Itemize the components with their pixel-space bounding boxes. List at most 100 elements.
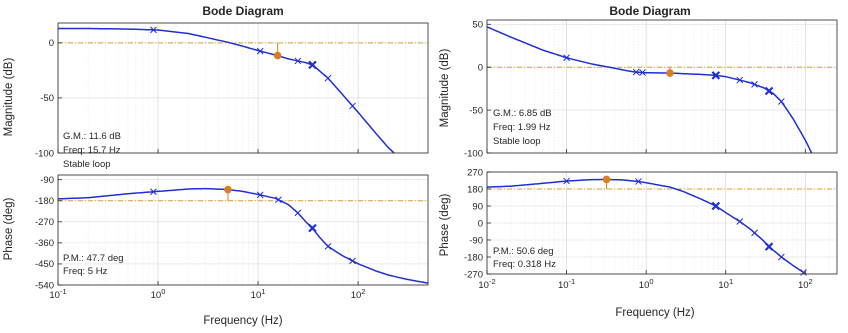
x-tick-label: 102 <box>351 287 366 301</box>
response-curve <box>58 27 396 153</box>
response-curve <box>58 187 428 284</box>
axes-frame <box>57 22 429 154</box>
x-tick-label: 100 <box>639 277 654 291</box>
y-tick-label: -90 <box>40 175 54 186</box>
right-gm-annotation: G.M.: 6.85 dB Freq: 1.99 Hz Stable loop <box>493 108 552 147</box>
x-tick-label: 101 <box>251 287 266 301</box>
margin-point <box>602 175 611 184</box>
curve-marker <box>736 218 744 225</box>
grid <box>486 171 837 275</box>
curve-marker <box>632 68 640 76</box>
left-xlabel: Frequency (Hz) <box>203 315 282 327</box>
y-tick-label: -270 <box>464 269 483 280</box>
curve-marker <box>256 191 264 199</box>
plot-area <box>487 20 837 153</box>
right-chart-title: Bode Diagram <box>609 4 690 18</box>
right-stable-text: Stable loop <box>493 136 541 147</box>
y-tick-label: -180 <box>464 252 483 263</box>
bold-curve-marker <box>711 71 721 80</box>
bold-curve-marker <box>764 86 774 96</box>
y-tick-label: -270 <box>35 217 54 228</box>
x-tick-label: 10-1 <box>49 287 66 301</box>
y-tick-label: 0 <box>478 218 483 229</box>
curve-marker <box>751 229 758 237</box>
y-tick-label: -50 <box>469 105 483 116</box>
margin-point <box>224 185 232 194</box>
curve-marker <box>294 57 302 65</box>
axes-frame <box>486 19 838 154</box>
y-tick-label: -50 <box>40 93 54 104</box>
left-gm-freq-text: Freq: 15.7 Hz <box>63 145 121 156</box>
right-gm-freq-text: Freq: 1.99 Hz <box>493 122 551 133</box>
left-phase-ylabel: Phase (deg) <box>3 198 15 261</box>
right-bode-diagram: Bode Diagram 50 0 -50 -100 270 180 90 0 -90 -180… <box>439 4 838 319</box>
left-gm-annotation: G.M.: 11.6 dB Freq: 15.7 Hz Stable loop <box>63 131 121 170</box>
left-chart-title: Bode Diagram <box>202 4 283 18</box>
y-tick-label: -90 <box>469 235 483 246</box>
curve-marker <box>150 26 157 34</box>
left-pm-freq-text: Freq: 5 Hz <box>63 266 108 277</box>
bold-curve-marker <box>711 201 721 211</box>
y-tick-label: 50 <box>472 20 483 31</box>
y-tick-label: -540 <box>35 280 54 291</box>
y-tick-label: 0 <box>49 38 54 49</box>
x-tick-label: 101 <box>718 277 733 291</box>
y-tick-label: -450 <box>35 259 54 270</box>
curve-marker <box>639 69 646 76</box>
curve-marker <box>563 177 570 185</box>
margin-point <box>273 51 282 60</box>
right-pm-text: P.M.: 50.6 deg <box>493 246 554 257</box>
left-gm-text: G.M.: 11.6 dB <box>63 131 121 142</box>
curve-marker <box>256 47 264 55</box>
y-tick-label: -100 <box>464 148 483 159</box>
left-magnitude-ylabel: Magnitude (dB) <box>3 58 15 137</box>
curve-marker <box>150 188 157 196</box>
y-tick-label: 270 <box>467 167 483 178</box>
y-tick-label: 90 <box>472 201 483 212</box>
right-magnitude-ylabel: Magnitude (dB) <box>439 49 451 128</box>
x-tick-label: 100 <box>151 287 166 301</box>
axes-frame <box>57 174 429 286</box>
bold-curve-marker <box>308 223 317 233</box>
curve-marker <box>294 209 302 217</box>
right-magnitude-panel: 50 0 -50 -100 <box>464 19 838 159</box>
curve-marker <box>349 102 356 110</box>
curve-marker <box>736 76 744 84</box>
response-curve <box>487 26 813 153</box>
y-tick-label: -100 <box>35 148 54 159</box>
grid <box>486 20 837 154</box>
y-tick-label: 0 <box>478 62 483 73</box>
margin-point <box>666 69 674 77</box>
left-stable-text: Stable loop <box>63 159 111 170</box>
x-tick-label: 10-2 <box>478 277 495 291</box>
right-xlabel: Frequency (Hz) <box>615 307 694 319</box>
curve-marker <box>349 257 356 265</box>
x-tick-label: 10-1 <box>558 277 575 291</box>
curve-marker <box>635 178 642 185</box>
right-pm-freq-text: Freq: 0.318 Hz <box>493 259 556 270</box>
curve-marker <box>324 74 332 82</box>
curve-marker <box>563 54 570 62</box>
bold-curve-marker <box>764 242 774 251</box>
x-tick-label: 102 <box>798 277 813 291</box>
right-phase-ylabel: Phase (deg) <box>439 194 451 257</box>
y-tick-label: -360 <box>35 238 54 249</box>
y-tick-label: 180 <box>467 184 483 195</box>
curve-marker <box>751 81 758 88</box>
curve-marker <box>778 98 785 105</box>
bold-curve-marker <box>308 60 317 70</box>
left-pm-text: P.M.: 47.7 deg <box>63 253 124 264</box>
left-magnitude-panel: 0 -50 -100 <box>35 22 429 159</box>
left-pm-annotation: P.M.: 47.7 deg Freq: 5 Hz <box>63 253 124 277</box>
right-pm-annotation: P.M.: 50.6 deg Freq: 0.318 Hz <box>493 246 556 270</box>
right-gm-text: G.M.: 6.85 dB <box>493 108 552 119</box>
curve-marker <box>324 243 332 250</box>
y-tick-label: -180 <box>35 196 54 207</box>
curve-marker <box>778 253 785 261</box>
left-bode-diagram: Bode Diagram 0 -50 -100 -90 -180 -270 -360 -45… <box>3 4 429 327</box>
curve-marker <box>275 196 282 204</box>
plot-area <box>58 23 428 153</box>
